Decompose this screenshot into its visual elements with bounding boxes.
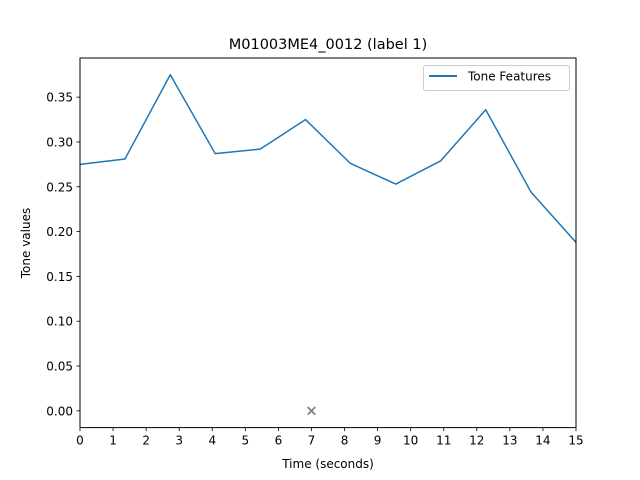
x-tick-label: 4 <box>208 434 216 448</box>
plot-frame <box>79 57 577 429</box>
x-tick-label: 9 <box>374 434 382 448</box>
y-tick-label: 0.35 <box>46 91 73 105</box>
x-tick-label: 12 <box>469 434 484 448</box>
x-tick-label: 11 <box>436 434 451 448</box>
x-tick-label: 14 <box>535 434 550 448</box>
y-tick-label: 0.15 <box>46 270 73 284</box>
x-tick-label: 2 <box>142 434 150 448</box>
legend: Tone Features <box>423 65 570 91</box>
x-tick-label: 13 <box>502 434 517 448</box>
x-tick-label: 6 <box>275 434 283 448</box>
x-tick-label: 7 <box>308 434 316 448</box>
legend-box <box>423 65 570 91</box>
y-axis-ticks: 0.00 0.05 0.10 0.15 0.20 0.25 0.30 0.35 <box>46 91 80 418</box>
y-tick-label: 0.05 <box>46 360 73 374</box>
x-tick-label: 5 <box>242 434 250 448</box>
x-tick-label: 8 <box>341 434 349 448</box>
x-tick-label: 15 <box>568 434 583 448</box>
x-tick-label: 1 <box>109 434 117 448</box>
y-tick-label: 0.00 <box>46 404 73 418</box>
plot-area <box>79 74 577 416</box>
x-tick-label: 0 <box>76 434 84 448</box>
y-axis-label: Tone values <box>19 208 33 279</box>
x-tick-label: 3 <box>175 434 183 448</box>
x-axis-label: Time (seconds) <box>281 457 374 471</box>
x-marker <box>307 406 316 416</box>
series-line-tone-features <box>79 74 577 243</box>
x-axis-ticks: 0 1 2 3 4 5 6 7 8 9 10 11 12 13 14 15 <box>76 427 584 448</box>
y-tick-label: 0.25 <box>46 180 73 194</box>
x-tick-label: 10 <box>403 434 418 448</box>
chart-title: M01003ME4_0012 (label 1) <box>229 37 428 53</box>
y-tick-label: 0.30 <box>46 135 73 149</box>
y-tick-label: 0.20 <box>46 225 73 239</box>
legend-label-tone-features: Tone Features <box>467 70 551 84</box>
y-tick-label: 0.10 <box>46 315 73 329</box>
